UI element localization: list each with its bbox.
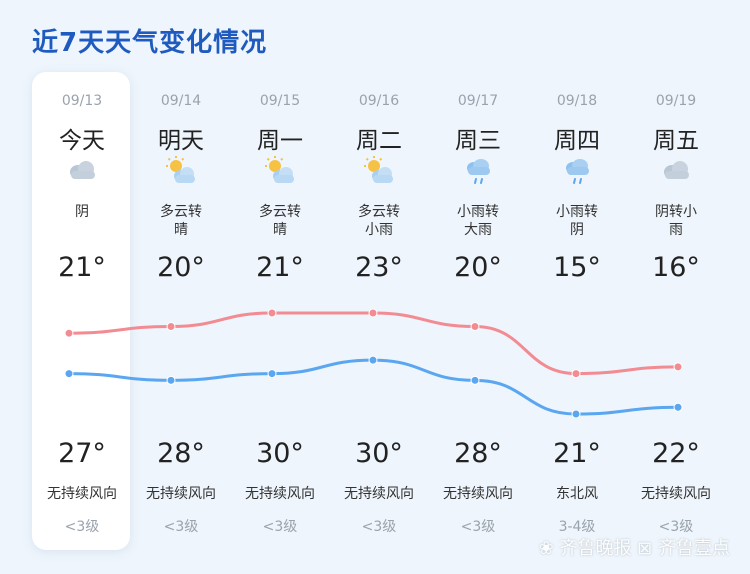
- page-title: 近7天天气变化情况: [32, 28, 268, 58]
- wind-direction: 东北风: [556, 486, 598, 502]
- day-label: 周四: [554, 128, 600, 154]
- partly-cloudy-icon: [131, 156, 231, 190]
- high-temp: 15°: [553, 252, 601, 283]
- date-label: 09/14: [160, 93, 202, 109]
- temp-point: [166, 375, 176, 385]
- cloudy-icon: [32, 156, 132, 190]
- date-label: 09/13: [61, 93, 103, 109]
- condition-line: 小雨转: [556, 204, 598, 220]
- condition-text: 多云转晴: [230, 203, 330, 239]
- low-temp: 21°: [553, 438, 601, 469]
- day-column: 09/19 周五阴转小雨 16° 22° 无持续风向 <3级: [626, 0, 726, 574]
- wind-direction: 无持续风向: [47, 486, 117, 502]
- condition-text: 多云转 小雨: [329, 203, 429, 239]
- cloudy-icon: [626, 156, 726, 190]
- date-label: 09/16: [358, 93, 400, 109]
- date-label: 09/17: [457, 93, 499, 109]
- condition-text: 阴转小雨: [626, 203, 726, 239]
- temp-point: [267, 369, 277, 379]
- wind-level: <3级: [262, 519, 298, 535]
- wind-direction: 无持续风向: [344, 486, 414, 502]
- temp-point: [571, 369, 581, 379]
- partly-cloudy-icon: [329, 156, 429, 190]
- high-temp: 21°: [58, 252, 106, 283]
- wind-level: <3级: [361, 519, 397, 535]
- day-column: 09/18 周四小雨转阴 15° 21° 东北风 3-4级: [527, 0, 627, 574]
- low-temp: 30°: [256, 438, 304, 469]
- condition-line: 大雨: [464, 222, 492, 238]
- temp-point: [368, 308, 378, 318]
- wind-level: <3级: [658, 519, 694, 535]
- day-label: 周二: [356, 128, 402, 154]
- condition-line: 雨: [669, 222, 683, 238]
- temp-point: [166, 321, 176, 331]
- high-temp: 20°: [157, 252, 205, 283]
- wind-direction: 无持续风向: [641, 486, 711, 502]
- day-label: 周一: [257, 128, 303, 154]
- partly-cloudy-icon: [230, 156, 330, 190]
- temp-point: [64, 369, 74, 379]
- wind-level: <3级: [460, 519, 496, 535]
- low-temp: 28°: [454, 438, 502, 469]
- day-label: 周五: [653, 128, 699, 154]
- temp-point: [267, 308, 277, 318]
- temp-point: [368, 355, 378, 365]
- condition-line: 阴: [75, 204, 89, 220]
- date-label: 09/18: [556, 93, 598, 109]
- temp-point: [470, 321, 480, 331]
- temp-point: [571, 409, 581, 419]
- wind-level: 3-4级: [558, 519, 596, 535]
- condition-line: 晴: [273, 222, 287, 238]
- day-column: 09/14 明天多云转晴 20° 28° 无持续风向 <3级: [131, 0, 231, 574]
- wind-direction: 无持续风向: [146, 486, 216, 502]
- wind-direction: 无持续风向: [245, 486, 315, 502]
- date-label: 09/15: [259, 93, 301, 109]
- day-column: 09/17 周三小雨转大雨 20° 28° 无持续风向 <3级: [428, 0, 528, 574]
- low-temp: 28°: [157, 438, 205, 469]
- condition-line: 多云转: [160, 204, 202, 220]
- day-column: 09/13 今天阴 21° 27° 无持续风向 <3级: [32, 0, 132, 574]
- date-label: 09/19: [655, 93, 697, 109]
- condition-line: 阴转小: [655, 204, 697, 220]
- temp-point: [673, 402, 683, 412]
- rain-icon: [527, 156, 627, 190]
- low-temp: 27°: [58, 438, 106, 469]
- low-temp: 30°: [355, 438, 403, 469]
- high-temp: 16°: [652, 252, 700, 283]
- high-temp: 21°: [256, 252, 304, 283]
- condition-text: 小雨转阴: [527, 203, 627, 239]
- day-column: 09/16 周二多云转小雨 23° 30° 无持续风向 <3级: [329, 0, 429, 574]
- condition-line: 多云转: [358, 204, 400, 220]
- day-label: 周三: [455, 128, 501, 154]
- condition-line: 小雨: [365, 222, 393, 238]
- condition-line: 多云转: [259, 204, 301, 220]
- wind-direction: 无持续风向: [443, 486, 513, 502]
- today-card: [32, 72, 130, 550]
- high-temp: 23°: [355, 252, 403, 283]
- low-temp: 22°: [652, 438, 700, 469]
- condition-line: 小雨转: [457, 204, 499, 220]
- wind-level: <3级: [163, 519, 199, 535]
- day-label: 明天: [158, 128, 204, 154]
- temp-point: [64, 328, 74, 338]
- condition-line: 阴: [570, 222, 584, 238]
- temp-point: [673, 362, 683, 372]
- rain-icon: [428, 156, 528, 190]
- condition-text: 阴: [32, 203, 132, 221]
- day-column: 09/15 周一多云转晴 21° 30° 无持续风向 <3级: [230, 0, 330, 574]
- condition-text: 小雨转 大雨: [428, 203, 528, 239]
- watermark-logo: ❀ 齐鲁晚报 ⊠ 齐鲁壹点: [538, 538, 730, 559]
- temp-point: [470, 375, 480, 385]
- condition-text: 多云转晴: [131, 203, 231, 239]
- day-label: 今天: [59, 128, 105, 154]
- wind-level: <3级: [64, 519, 100, 535]
- high-temp: 20°: [454, 252, 502, 283]
- condition-line: 晴: [174, 222, 188, 238]
